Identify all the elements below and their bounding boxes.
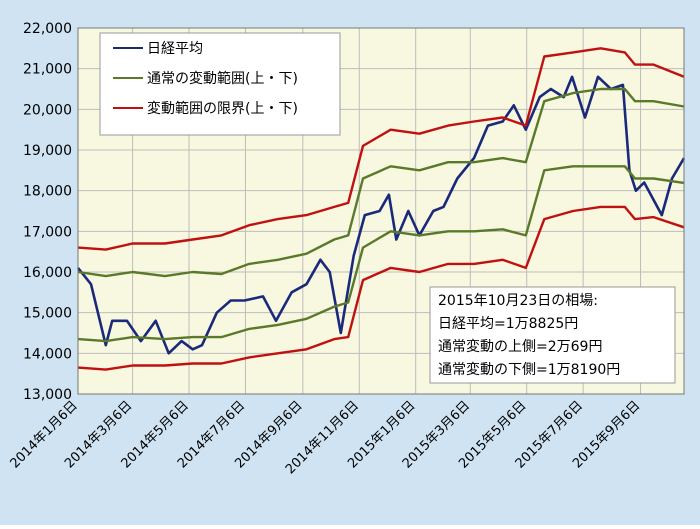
y-tick-label: 21,000	[23, 62, 72, 78]
series-line-limit-lower	[77, 205, 685, 371]
annotation-line-nikkei: 日経平均=1万8825円	[438, 316, 578, 332]
y-tick-label: 20,000	[23, 102, 72, 118]
y-tick-label: 14,000	[23, 346, 72, 362]
y-tick-label: 17,000	[23, 224, 72, 240]
legend-box	[99, 32, 341, 136]
y-tick-label: 16,000	[23, 265, 72, 281]
plot-border	[77, 27, 685, 395]
annotation-line-lower: 通常変動の下側=1万8190円	[438, 361, 620, 378]
legend: 日経平均 通常の変動範囲(上・下) 変動範囲の限界(上・下)	[99, 32, 341, 136]
y-tick-label: 22,000	[23, 21, 72, 37]
series-layer	[76, 47, 686, 371]
legend-label-nikkei: 日経平均	[147, 41, 203, 57]
y-tick-label: 18,000	[23, 184, 72, 200]
annotation-line-date: 2015年10月23日の相場:	[438, 293, 598, 309]
series-line-normal-upper	[77, 87, 685, 278]
series-line-normal-lower	[77, 165, 685, 343]
series-line-limit-upper	[77, 47, 685, 251]
y-tick-label: 15,000	[23, 306, 72, 322]
y-axis: 13,000 14,000 15,000 16,000 17,000 18,000 19,0…	[23, 21, 72, 403]
legend-label-limit-band: 変動範囲の限界(上・下)	[147, 100, 298, 117]
annotation-line-upper: 通常変動の上側=2万69円	[438, 338, 602, 355]
annotation-box: 2015年10月23日の相場: 日経平均=1万8825円 通常変動の上側=2万6…	[429, 286, 676, 384]
y-tick-label: 19,000	[23, 143, 72, 159]
series-line-nikkei	[76, 75, 686, 355]
y-tick-label: 13,000	[23, 387, 72, 403]
legend-label-normal-band: 通常の変動範囲(上・下)	[147, 70, 298, 87]
annotation-background	[429, 286, 676, 384]
